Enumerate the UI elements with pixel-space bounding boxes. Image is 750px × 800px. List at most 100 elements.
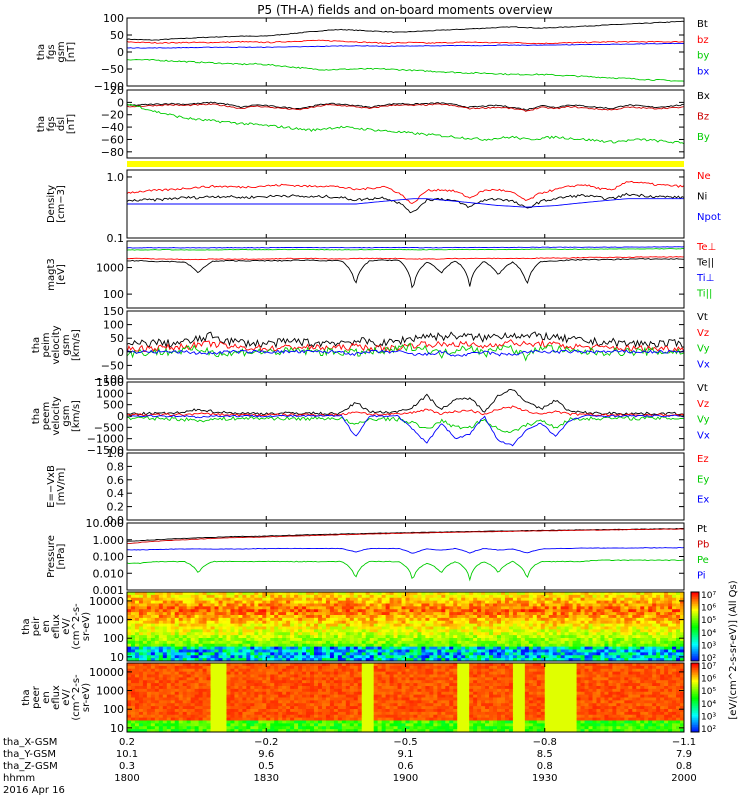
heatmap-cell	[127, 652, 132, 656]
heatmap-cell	[437, 638, 442, 642]
heatmap-cell	[341, 652, 347, 656]
heatmap-cell	[588, 663, 593, 667]
heatmap-cell	[313, 665, 319, 670]
heatmap-cell	[202, 668, 208, 673]
heatmap-cell	[600, 658, 605, 662]
heatmap-cell	[353, 671, 359, 676]
heatmap-cell	[194, 612, 200, 616]
heatmap-cell	[644, 612, 649, 616]
heatmap-cell	[445, 686, 450, 690]
heatmap-cell	[584, 677, 590, 681]
heatmap-cell	[560, 623, 566, 628]
heatmap-cell	[150, 646, 156, 651]
heatmap-cell	[166, 652, 172, 656]
heatmap-cell	[516, 629, 522, 633]
heatmap-cell	[130, 652, 136, 656]
heatmap-cell	[298, 626, 303, 630]
heatmap-cell	[421, 646, 426, 651]
heatmap-cell	[500, 620, 506, 625]
heatmap-cell	[313, 686, 319, 690]
heatmap-cell	[214, 592, 220, 596]
heatmap-cell	[134, 606, 140, 610]
heatmap-cell	[389, 643, 395, 648]
heatmap-cell	[576, 606, 582, 610]
heatmap-cell	[218, 603, 223, 607]
heatmap-cell	[401, 609, 406, 613]
heatmap-cell	[385, 638, 391, 642]
heatmap-cell	[604, 683, 609, 687]
heatmap-cell	[421, 663, 426, 667]
heatmap-cell	[310, 626, 315, 630]
heatmap-cell	[425, 677, 430, 681]
heatmap-cell	[389, 652, 395, 656]
heatmap-cell	[127, 649, 132, 653]
heatmap-cell	[656, 649, 661, 653]
heatmap-cell	[250, 594, 255, 599]
heatmap-cell	[282, 655, 287, 659]
heatmap-cell	[612, 617, 617, 622]
heatmap-cell	[429, 612, 434, 616]
heatmap-cell	[540, 606, 546, 610]
y-axis-label: peim	[41, 332, 52, 357]
heatmap-cell	[190, 632, 196, 636]
heatmap-cell	[504, 638, 510, 642]
heatmap-cell	[190, 683, 196, 687]
heatmap-cell	[672, 683, 677, 687]
heatmap-cell	[146, 623, 152, 628]
heatmap-cell	[576, 680, 582, 684]
series-line-Vz	[126, 339, 685, 354]
heatmap-cell	[397, 652, 403, 656]
heatmap-cell	[262, 663, 267, 667]
heatmap-cell	[648, 683, 653, 687]
heatmap-cell	[500, 592, 506, 596]
heatmap-cell	[636, 594, 641, 599]
heatmap-cell	[306, 668, 311, 673]
heatmap-cell	[222, 635, 227, 639]
y-tick-label: 50	[110, 332, 124, 345]
heatmap-cell	[282, 606, 287, 610]
heatmap-cell	[409, 671, 414, 676]
heatmap-cell	[481, 677, 486, 681]
heatmap-cell	[266, 652, 271, 656]
heatmap-cell	[405, 592, 410, 596]
heatmap-cell	[544, 603, 550, 607]
heatmap-cell	[552, 620, 558, 625]
heatmap-cell	[636, 612, 641, 616]
heatmap-cell	[385, 655, 391, 659]
heatmap-cell	[660, 663, 665, 667]
heatmap-cell	[170, 597, 176, 602]
heatmap-cell	[584, 658, 590, 662]
heatmap-cell	[540, 638, 546, 642]
heatmap-cell	[532, 663, 538, 667]
heatmap-cell	[592, 615, 597, 619]
heatmap-cell	[186, 671, 192, 676]
heatmap-cell	[345, 663, 351, 667]
heatmap-cell	[417, 600, 422, 605]
heatmap-cell	[365, 683, 371, 687]
heatmap-cell	[648, 629, 653, 633]
heatmap-cell	[620, 640, 625, 645]
heatmap-cell	[572, 617, 578, 622]
heatmap-cell	[170, 592, 176, 596]
heatmap-cell	[373, 600, 379, 605]
heatmap-cell	[584, 626, 590, 630]
heatmap-cell	[409, 612, 414, 616]
heatmap-cell	[142, 688, 148, 693]
heatmap-cell	[461, 626, 466, 630]
heatmap-cell	[393, 677, 399, 681]
heatmap-cell	[620, 600, 625, 605]
heatmap-cell	[425, 635, 430, 639]
heatmap-cell	[508, 658, 514, 662]
heatmap-cell	[361, 674, 367, 678]
heatmap-cell	[652, 671, 657, 676]
heatmap-cell	[182, 658, 188, 662]
heatmap-cell	[461, 677, 466, 681]
heatmap-cell	[548, 620, 554, 625]
heatmap-cell	[489, 655, 494, 659]
heatmap-cell	[234, 617, 239, 622]
heatmap-cell	[254, 663, 259, 667]
heatmap-cell	[504, 606, 510, 610]
heatmap-cell	[206, 640, 212, 645]
heatmap-cell	[405, 674, 410, 678]
